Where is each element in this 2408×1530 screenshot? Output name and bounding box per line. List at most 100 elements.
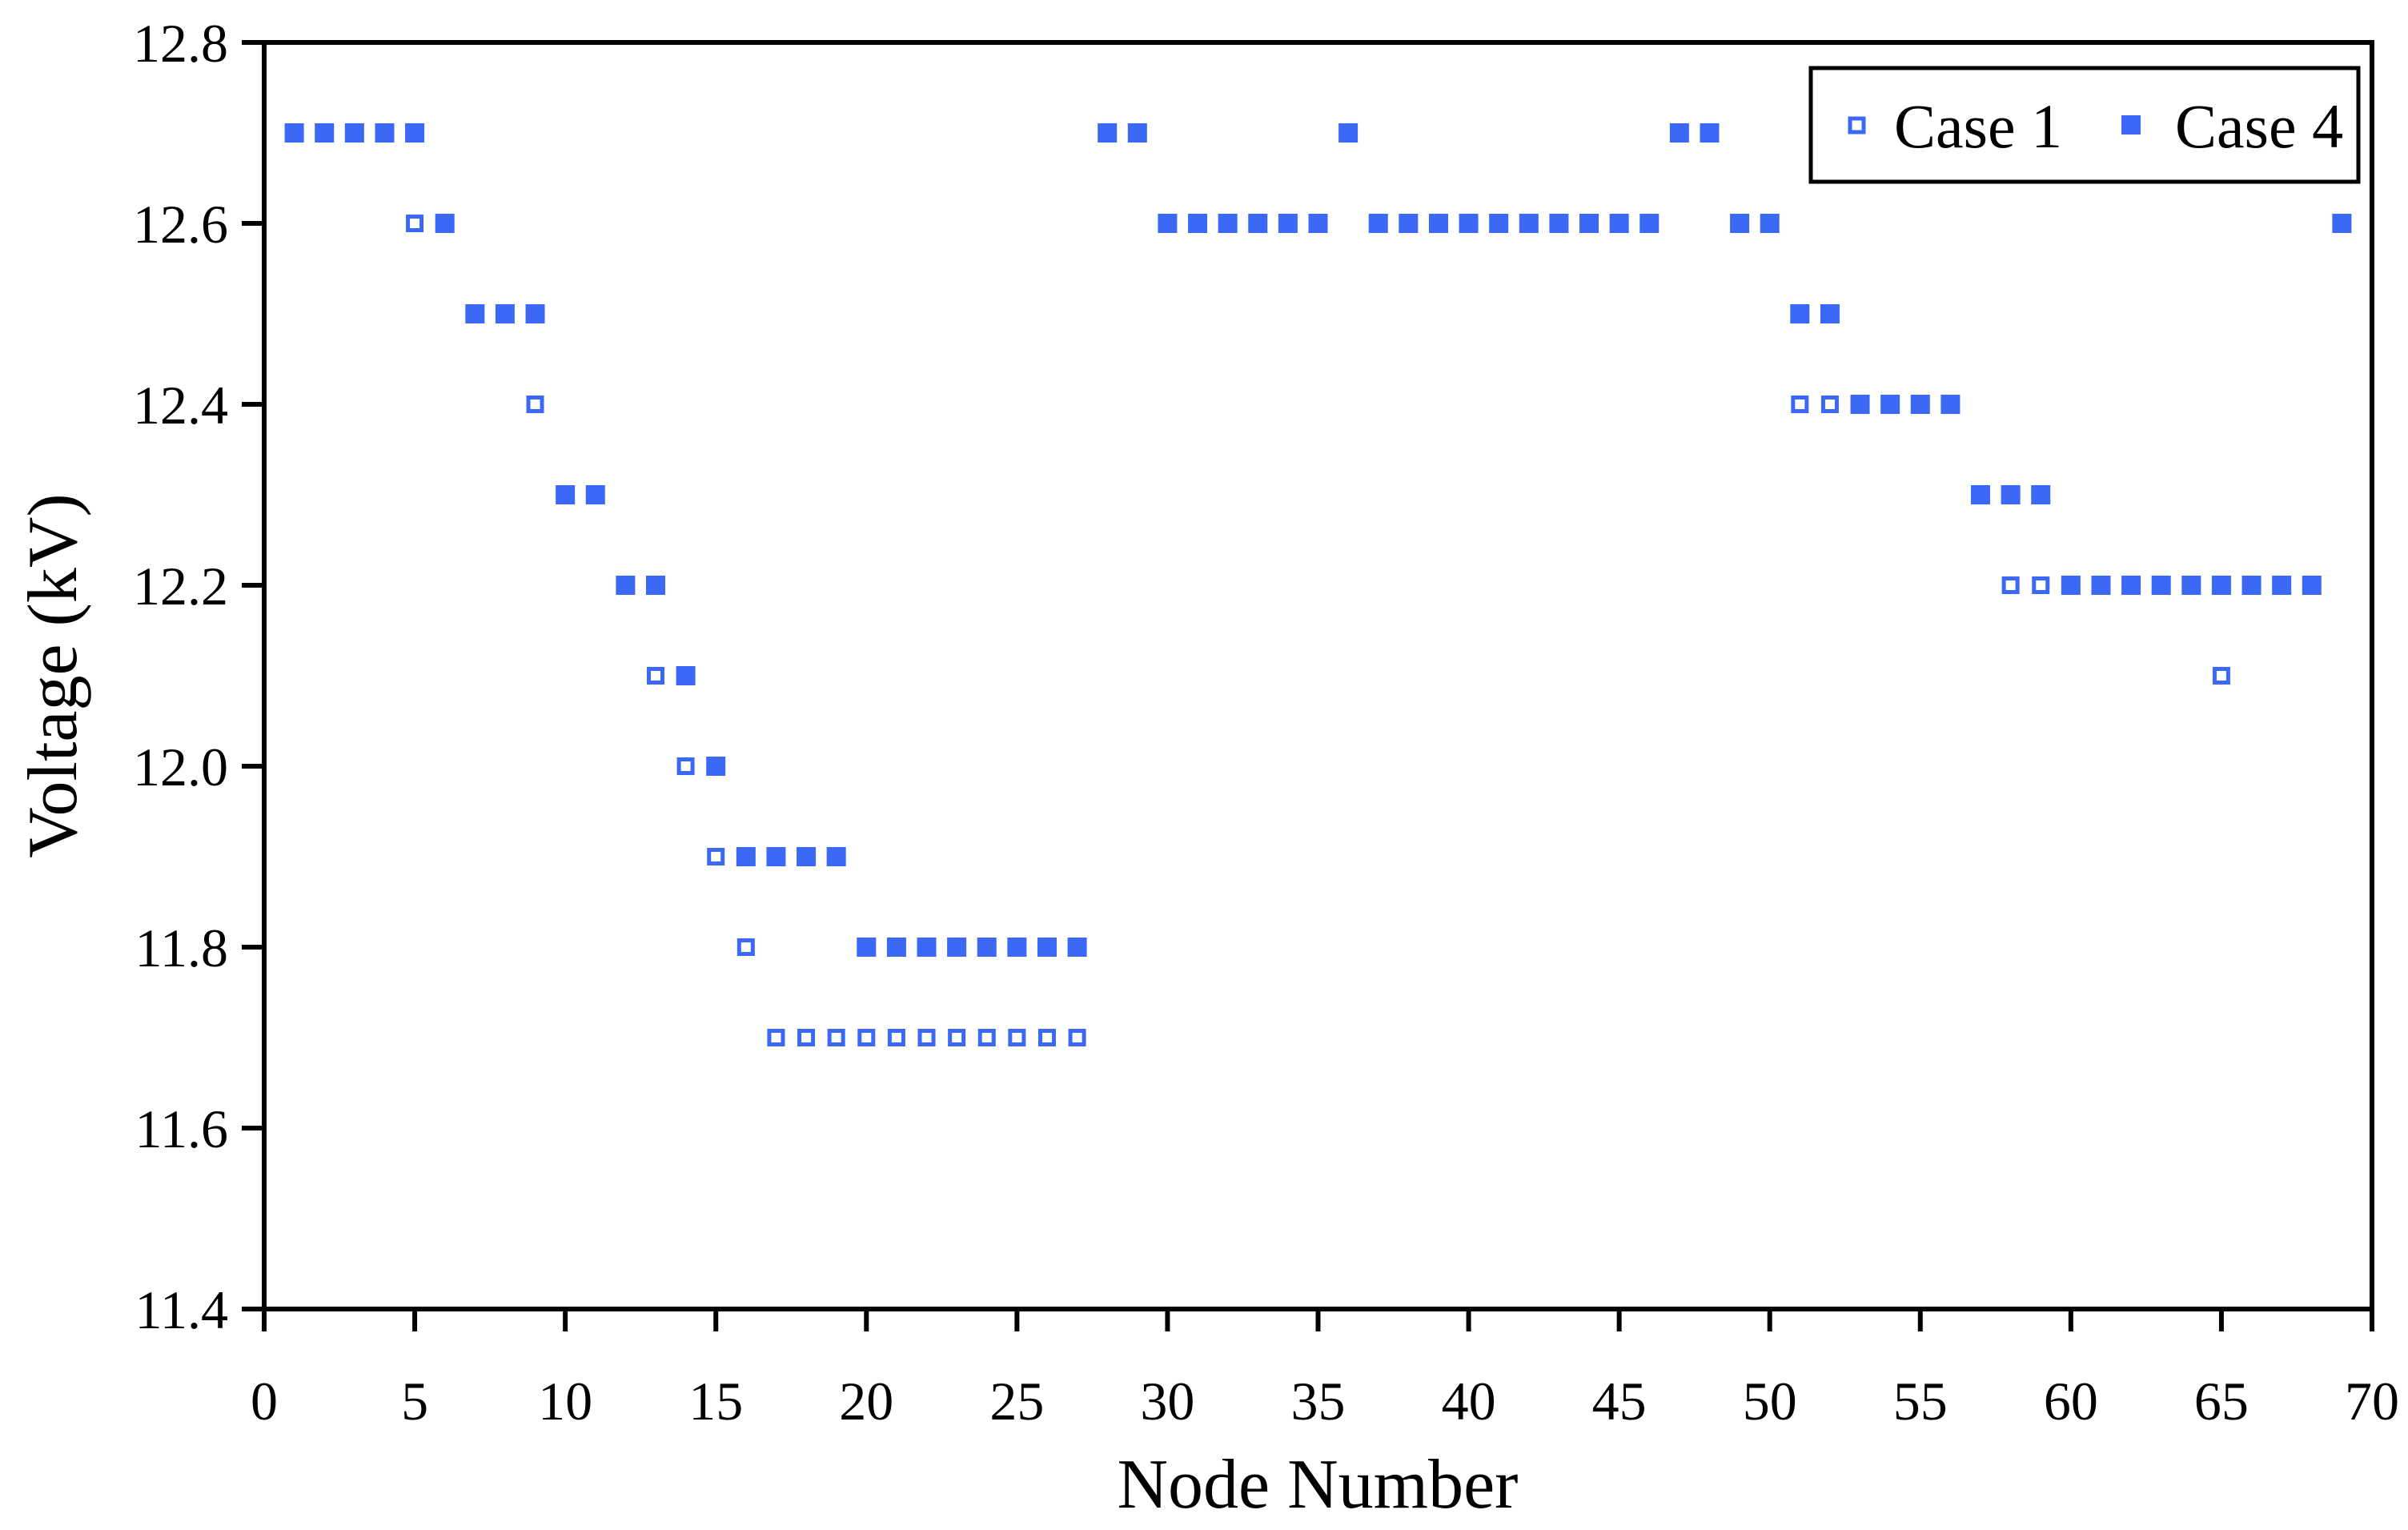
data-point-case4 xyxy=(857,938,877,957)
data-point-case1 xyxy=(977,1029,996,1046)
data-point-case4 xyxy=(315,123,335,143)
data-point-case4 xyxy=(1459,214,1479,233)
legend-label-case1: Case 1 xyxy=(1894,91,2062,161)
data-point-case1 xyxy=(827,1029,845,1046)
data-point-case4 xyxy=(947,938,967,957)
data-point-case4 xyxy=(2272,576,2292,595)
data-point-case4 xyxy=(1850,395,1870,414)
data-point-case4 xyxy=(585,485,605,504)
data-point-case4 xyxy=(2121,576,2141,595)
y-tick-label: 12.6 xyxy=(133,194,228,255)
data-point-case4 xyxy=(2151,576,2171,595)
data-point-case4 xyxy=(2211,576,2231,595)
y-axis-tick-labels: 11.4 11.6 11.8 12.0 12.2 12.4 12.6 12.8 xyxy=(133,13,228,1340)
data-point-case4 xyxy=(1368,214,1388,233)
data-point-case4 xyxy=(344,123,364,143)
data-point-case4 xyxy=(766,847,786,866)
data-point-case4 xyxy=(1971,485,1991,504)
y-tick-label: 11.4 xyxy=(135,1279,228,1340)
data-point-case4 xyxy=(1218,214,1238,233)
legend: Case 1 Case 4 xyxy=(1808,66,2361,184)
data-point-case4 xyxy=(1067,938,1087,957)
legend-filled-square-icon xyxy=(2121,115,2141,135)
data-point-case4 xyxy=(1007,938,1027,957)
legend-label-case4: Case 4 xyxy=(2175,91,2343,161)
data-point-case1 xyxy=(797,1029,816,1046)
data-point-case4 xyxy=(1790,304,1810,323)
y-axis-ticks xyxy=(242,40,264,1311)
data-point-case4 xyxy=(736,847,756,866)
data-point-case4 xyxy=(525,304,545,323)
y-tick-label: 12.4 xyxy=(133,375,228,436)
data-point-case4 xyxy=(1399,214,1419,233)
data-point-case4 xyxy=(2181,576,2201,595)
x-axis-title: Node Number xyxy=(1118,1446,1519,1524)
data-point-case4 xyxy=(797,847,817,866)
data-point-case4 xyxy=(1248,214,1268,233)
data-point-case4 xyxy=(2241,576,2262,595)
x-tick-label: 35 xyxy=(1291,1371,1346,1432)
x-tick-label: 0 xyxy=(251,1371,278,1432)
x-tick-label: 70 xyxy=(2345,1371,2399,1432)
y-tick-label: 12.8 xyxy=(133,13,228,74)
data-point-case4 xyxy=(1579,214,1599,233)
data-point-case4 xyxy=(1549,214,1569,233)
data-point-case4 xyxy=(977,938,997,957)
data-point-case4 xyxy=(556,485,576,504)
data-point-case4 xyxy=(917,938,937,957)
data-point-case4 xyxy=(1820,304,1840,323)
data-point-case4 xyxy=(1098,123,1118,143)
y-tick-label: 11.8 xyxy=(135,918,228,978)
data-point-case4 xyxy=(676,666,696,685)
data-point-case4 xyxy=(465,304,485,323)
data-point-case4 xyxy=(616,576,636,595)
x-tick-label: 10 xyxy=(538,1371,592,1432)
data-point-case1 xyxy=(736,938,755,956)
data-point-case4 xyxy=(284,123,304,143)
data-point-case4 xyxy=(2091,576,2111,595)
data-point-case1 xyxy=(526,396,544,413)
data-point-case4 xyxy=(1940,395,1961,414)
data-point-case4 xyxy=(1338,123,1359,143)
data-point-case4 xyxy=(1428,214,1448,233)
data-point-case1 xyxy=(887,1029,905,1046)
x-tick-label: 30 xyxy=(1140,1371,1194,1432)
data-point-case4 xyxy=(1910,395,1930,414)
data-point-case4 xyxy=(1127,123,1147,143)
data-point-case4 xyxy=(405,123,425,143)
data-point-case1 xyxy=(1008,1029,1026,1046)
data-point-case4 xyxy=(1609,214,1629,233)
data-point-case4 xyxy=(1519,214,1539,233)
x-tick-label: 15 xyxy=(688,1371,743,1432)
data-point-case4 xyxy=(495,304,515,323)
data-point-case1 xyxy=(707,848,725,865)
data-point-case4 xyxy=(1669,123,1689,143)
data-point-case1 xyxy=(676,757,695,775)
data-point-case1 xyxy=(1068,1029,1086,1046)
data-point-case4 xyxy=(1760,214,1780,233)
series-case4-points xyxy=(284,123,2352,957)
x-tick-label: 50 xyxy=(1743,1371,1797,1432)
data-point-case1 xyxy=(646,667,664,685)
data-point-case1 xyxy=(2212,667,2230,685)
legend-open-square-icon xyxy=(1848,116,1866,135)
x-tick-label: 55 xyxy=(1893,1371,1948,1432)
data-point-case4 xyxy=(375,123,395,143)
data-point-case1 xyxy=(857,1029,876,1046)
data-point-case1 xyxy=(2001,576,2020,594)
data-point-case1 xyxy=(1820,396,1839,413)
series-case1-points xyxy=(285,124,2351,1046)
data-point-case1 xyxy=(406,215,424,232)
data-point-case4 xyxy=(2031,485,2051,504)
data-point-case4 xyxy=(1278,214,1298,233)
data-point-case4 xyxy=(2061,576,2081,595)
data-point-case4 xyxy=(2332,214,2352,233)
data-point-case4 xyxy=(2302,576,2322,595)
y-tick-label: 12.2 xyxy=(133,556,228,616)
x-tick-label: 20 xyxy=(839,1371,893,1432)
data-point-case4 xyxy=(1158,214,1178,233)
data-point-case1 xyxy=(2032,576,2050,594)
data-point-case4 xyxy=(1489,214,1509,233)
